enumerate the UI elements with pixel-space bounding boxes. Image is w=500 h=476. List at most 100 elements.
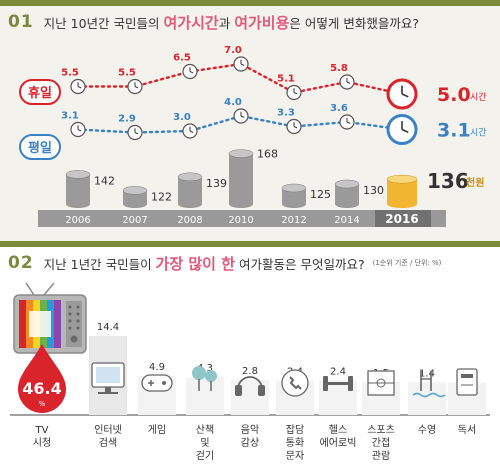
series-value-label: 3.6 <box>330 103 348 114</box>
bar <box>326 382 350 385</box>
clock-icon <box>386 114 418 145</box>
category-label-line: 산책 <box>196 424 214 436</box>
trend-chart: 2006 2007 2008 2010 2012 2014 2016 142 122 139 168… <box>19 45 487 227</box>
headband <box>237 376 263 390</box>
activity-value-label: 14.4 <box>97 322 119 333</box>
headphones-icon <box>235 376 265 396</box>
tv-speaker-dot <box>76 312 80 316</box>
cost-value-label: 142 <box>94 174 115 187</box>
section-header: 01 지난 10년간 국민들의 여가시간과 여가비용은 어떻게 변화했을까요? <box>8 10 419 34</box>
category-label-line: 스포츠 <box>367 424 395 436</box>
plate <box>323 376 328 391</box>
water <box>412 392 446 398</box>
cost-bar <box>228 149 254 208</box>
category-label: 인터넷 검색 <box>94 424 122 449</box>
category-label-line: 및 <box>200 437 209 449</box>
category-label-line: 에어로빅 <box>320 437 357 449</box>
clock-icon <box>339 74 355 90</box>
category-label-line: 음악 <box>241 424 259 436</box>
legend-pill <box>19 134 61 160</box>
cost-value-label: 168 <box>257 148 278 161</box>
book-icon <box>456 368 478 396</box>
category-label-line: 감상 <box>241 437 259 449</box>
clock-hand-hour <box>346 121 351 124</box>
book-label <box>461 374 473 378</box>
earcup <box>258 385 265 396</box>
series-value-highlight: 3.1 <box>437 120 471 142</box>
clock-icon <box>286 84 302 101</box>
cost-bar <box>281 183 307 208</box>
cost-bar <box>177 172 203 208</box>
game-button <box>162 381 166 385</box>
tree-crown <box>192 366 206 380</box>
clock-hand-hour <box>134 132 139 135</box>
clock-icon <box>127 78 143 95</box>
series-value-label: 4.0 <box>224 97 242 108</box>
tv-antenna <box>25 282 35 296</box>
category-label: 음악 감상 <box>241 424 259 449</box>
category-label-line: 헬스 <box>329 424 347 436</box>
clock-icon <box>182 123 198 139</box>
cost-cylinder-top <box>177 172 203 182</box>
activity-chart: 46.4%14.44.94.32.82.42.41.51.41.2TV시청인터넷… <box>10 282 490 462</box>
phone-bubble-icon <box>281 369 309 397</box>
category-label-line: 걷기 <box>196 450 214 462</box>
tv-window <box>29 311 51 337</box>
tree-crown <box>205 370 217 382</box>
category-label: TV 시청 <box>33 425 51 449</box>
series-value-label: 6.5 <box>173 53 191 64</box>
top-value-label: 46.4 <box>22 379 61 398</box>
tv-knob <box>70 335 78 343</box>
tv-speaker-dot <box>76 305 80 309</box>
earcup <box>235 385 242 396</box>
category-label-line: 간접 <box>372 437 390 449</box>
tree-icon <box>192 366 217 391</box>
category-label-line: 독서 <box>458 424 476 436</box>
clock-hand-hour <box>293 126 298 129</box>
tv-speaker-dot <box>68 319 72 323</box>
activity-value-label: 4.9 <box>149 362 165 373</box>
series-value-label: 5.8 <box>330 63 348 74</box>
monitor-stand <box>105 387 111 392</box>
cost-bar <box>65 170 91 208</box>
category-label-line: 관람 <box>372 449 390 462</box>
section-title: 지난 1년간 국민들이 가장 많이 한 여가활동은 무엇일까요? <box>43 254 365 273</box>
phone <box>289 376 302 390</box>
cost-value-label: 122 <box>151 190 172 203</box>
cost-value-label: 125 <box>310 188 331 201</box>
series-value-highlight: 5.0 <box>437 84 471 106</box>
clock-icon <box>233 56 249 72</box>
series-value-label: 7.0 <box>224 45 242 56</box>
clock-icon <box>286 118 302 135</box>
activity-bar <box>408 382 446 415</box>
cost-cylinder-base <box>282 200 306 208</box>
section-subtitle: (1순위 기준 / 단위: %) <box>372 259 442 267</box>
section-leisure-time-cost: 01 지난 10년간 국민들의 여가시간과 여가비용은 어떻게 변화했을까요? … <box>0 0 500 242</box>
highlight-drop <box>18 344 66 413</box>
tv-antenna <box>43 282 55 296</box>
clock-hand-hour <box>240 63 245 66</box>
clock-icon <box>386 78 418 110</box>
clock-hand-hour <box>240 115 245 118</box>
cost-cylinder-top <box>122 186 148 195</box>
cost-cylinder-body <box>229 153 253 204</box>
category-label-line: TV <box>35 425 49 436</box>
series-value-label: 5.1 <box>277 74 295 85</box>
category-label-line: 시청 <box>33 437 51 449</box>
section-top-activities: 02 지난 1년간 국민들이 가장 많이 한 여가활동은 무엇일까요? (1순위… <box>0 241 500 476</box>
clock-icon <box>182 63 198 80</box>
highlight-most: 가장 많이 한 <box>155 254 235 273</box>
section-header: 02 지난 1년간 국민들이 가장 많이 한 여가활동은 무엇일까요? (1순위… <box>8 251 441 275</box>
category-label: 산책 및 걷기 <box>196 424 214 462</box>
cost-cylinder-top <box>65 170 91 179</box>
section-number: 02 <box>8 253 34 273</box>
tv-stripe <box>19 300 26 348</box>
cost-cylinder-top <box>228 149 254 158</box>
cost-cylinder-body <box>282 188 306 204</box>
clock-hand-hour <box>293 92 298 95</box>
cost-cylinder-top <box>281 183 307 193</box>
clock-hand-hour <box>189 130 194 133</box>
category-label-line: 게임 <box>148 423 166 436</box>
monitor-base <box>98 392 118 394</box>
computer-icon <box>91 362 125 394</box>
